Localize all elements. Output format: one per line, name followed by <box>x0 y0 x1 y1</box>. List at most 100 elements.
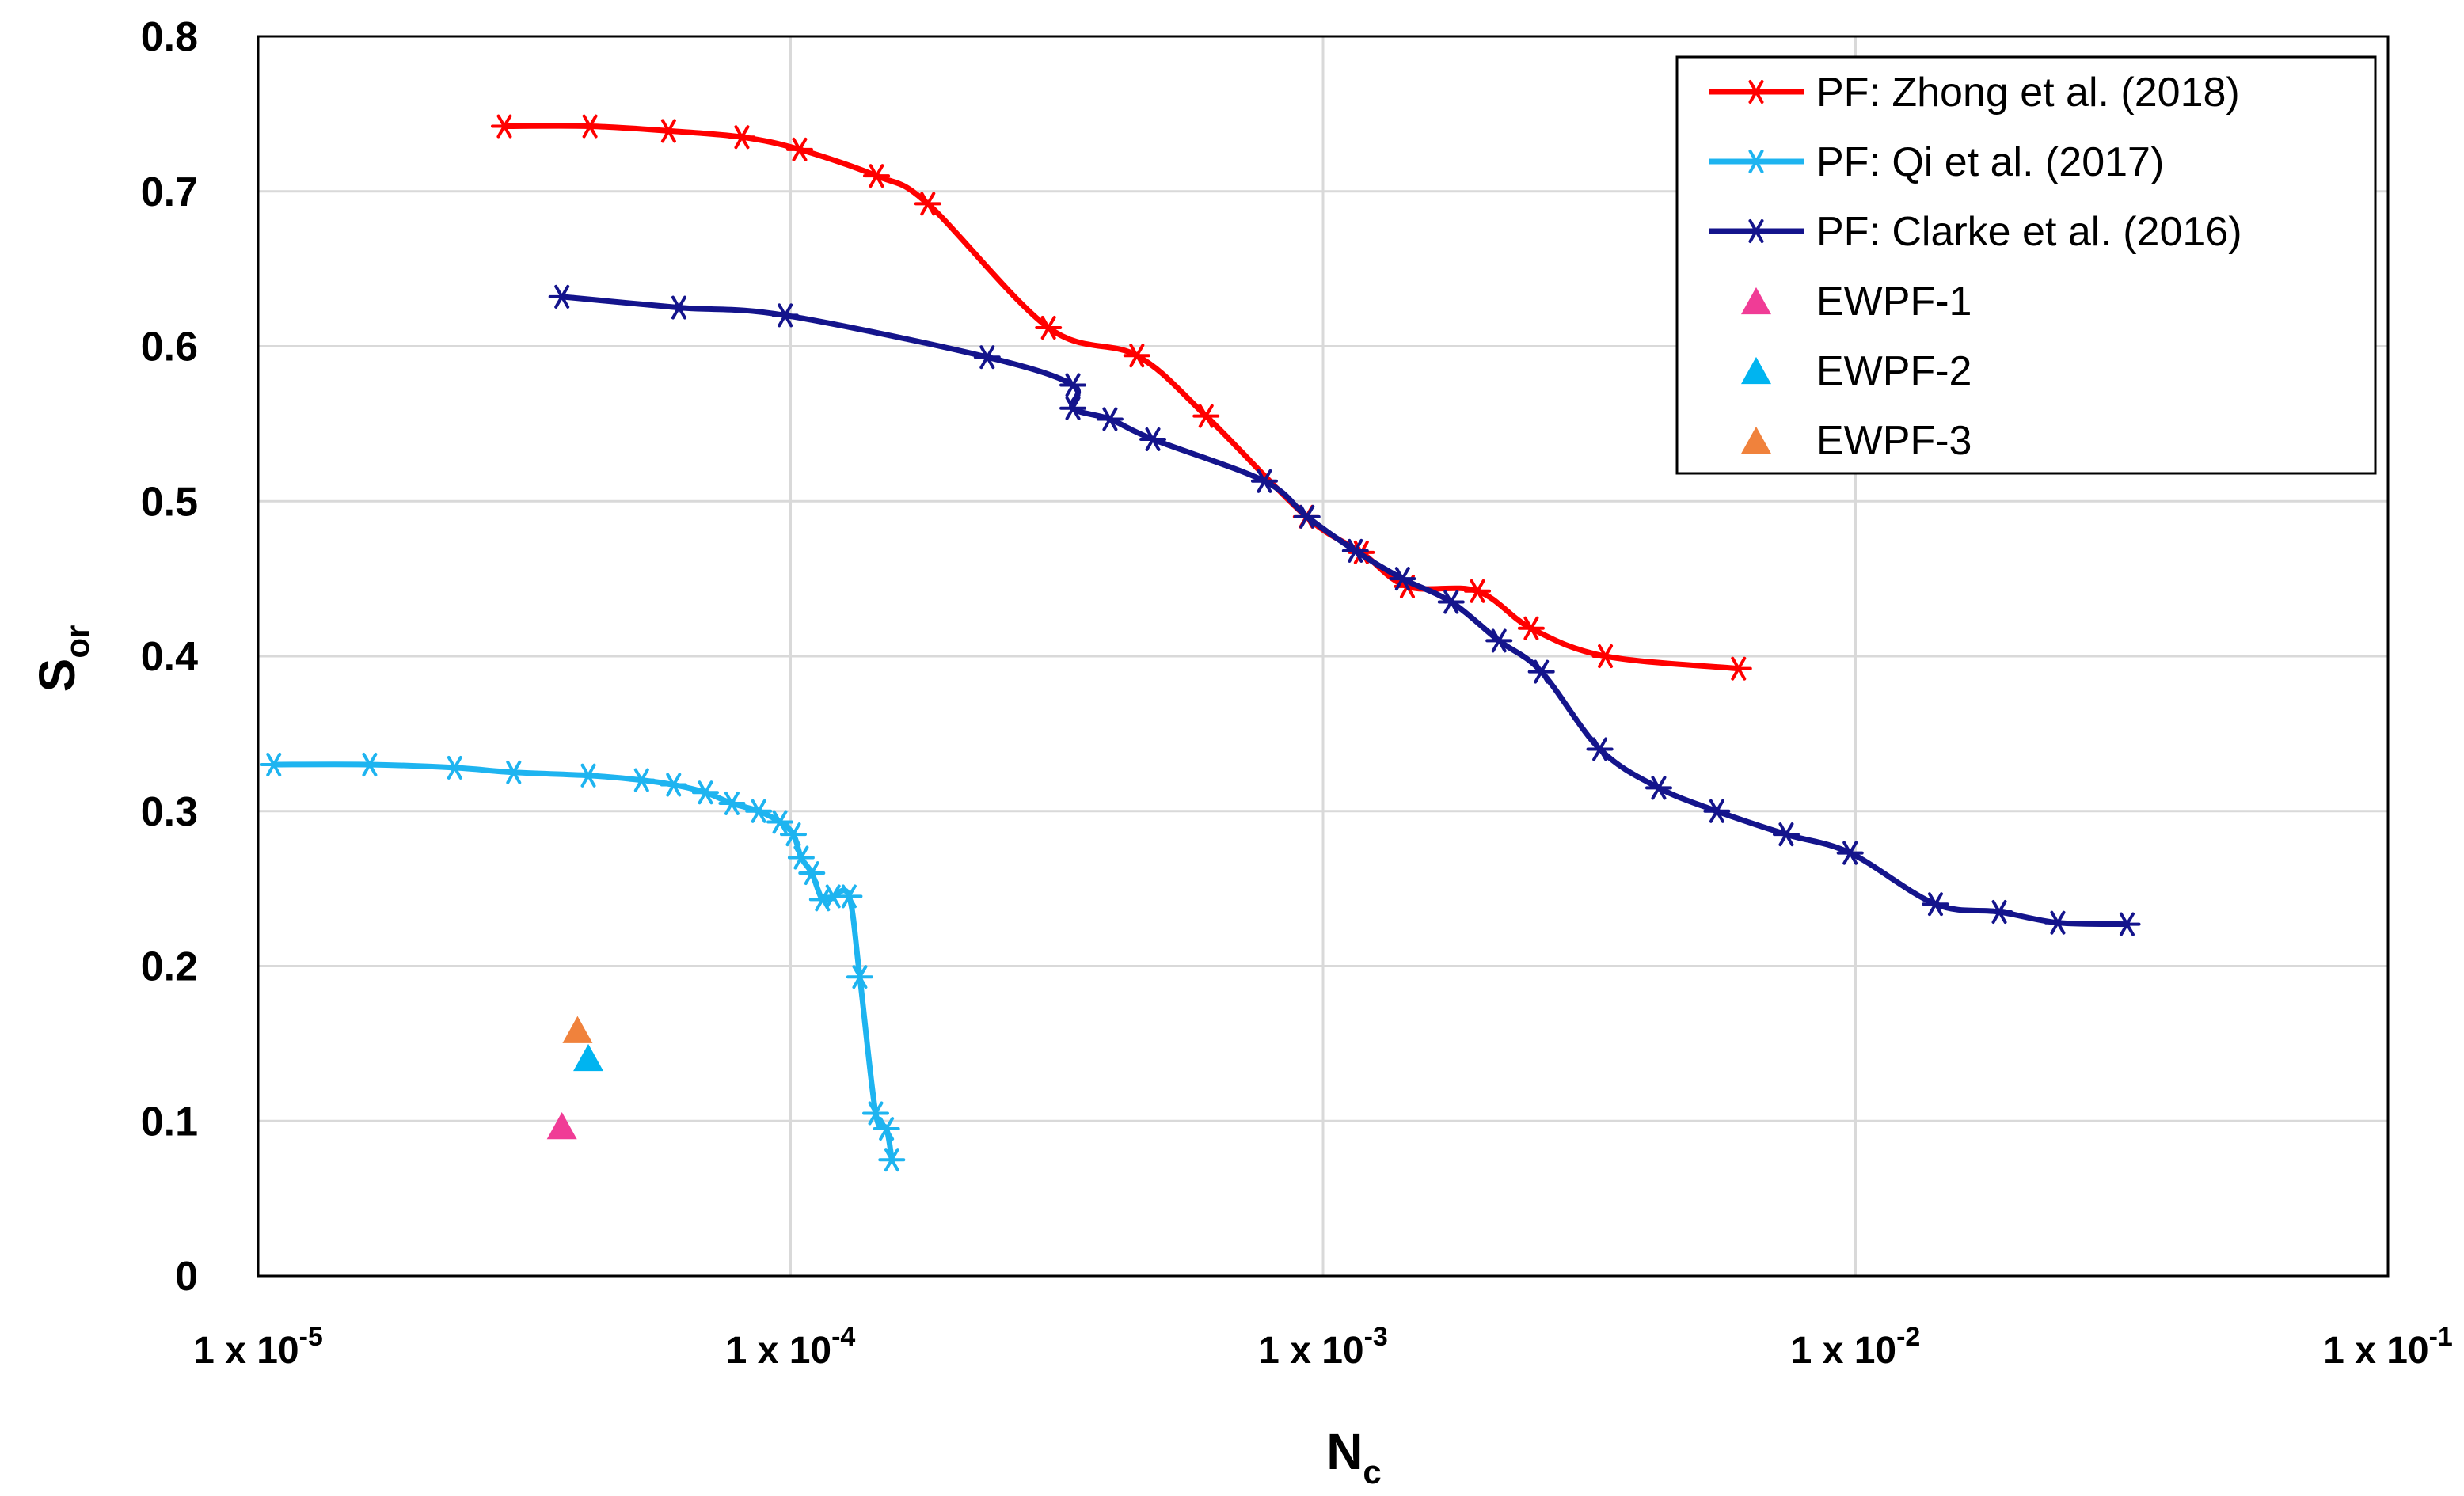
data-point <box>1836 841 1864 865</box>
data-point <box>546 1112 577 1140</box>
data-point <box>973 345 1001 370</box>
x-tick-exponent: -4 <box>831 1322 855 1352</box>
x-tick-label: 1 x 10-4 <box>726 1322 856 1372</box>
data-point <box>1123 344 1150 368</box>
data-point <box>1586 737 1614 761</box>
y-axis-title: Sor <box>29 625 96 693</box>
legend-item: EWPF-1 <box>1741 279 1972 325</box>
y-tick-label: 0.4 <box>141 634 198 680</box>
series-line <box>504 123 1740 672</box>
data-point <box>441 755 469 780</box>
data-point <box>576 114 604 139</box>
data-point <box>691 780 719 805</box>
data-point <box>655 119 683 143</box>
x-tick-label: 1 x 10-3 <box>1258 1322 1388 1372</box>
x-tick-base: 1 x 10 <box>2323 1330 2428 1372</box>
data-point <box>660 773 687 797</box>
data-point <box>1059 373 1087 397</box>
data-point <box>1724 656 1752 681</box>
data-point <box>628 768 656 792</box>
legend-item: PF: Clarke et al. (2016) <box>1709 209 2242 255</box>
x-tick-base: 1 x 10 <box>193 1330 298 1372</box>
x-tick-exponent: -5 <box>299 1322 323 1352</box>
legend-item: EWPF-3 <box>1741 418 1972 464</box>
legend-label: PF: Qi et al. (2017) <box>1816 139 2164 185</box>
legend-label: PF: Zhong et al. (2018) <box>1816 70 2240 116</box>
data-point <box>1059 396 1087 420</box>
data-point <box>562 1016 593 1043</box>
data-point <box>1703 799 1731 823</box>
y-axis-title-sub: or <box>59 625 96 659</box>
series-6 <box>562 1016 593 1043</box>
data-point <box>1341 538 1369 563</box>
legend-label: PF: Clarke et al. (2016) <box>1816 209 2242 255</box>
series-4 <box>546 1112 577 1140</box>
y-axis-ticks: 0 0.1 0.2 0.3 0.4 0.5 0.6 0.7 0.8 <box>141 14 198 1300</box>
data-point <box>798 861 826 886</box>
legend-marker <box>1743 219 1770 243</box>
y-tick-label: 0.3 <box>141 789 198 835</box>
legend-label: EWPF-1 <box>1816 279 1972 325</box>
data-point <box>1464 579 1492 603</box>
x-tick-exponent: -2 <box>1896 1322 1920 1352</box>
legend-item: EWPF-2 <box>1741 348 1972 394</box>
data-point <box>1772 822 1800 847</box>
data-point <box>779 822 807 847</box>
x-tick-label: 1 x 10-5 <box>193 1322 323 1372</box>
x-tick-exponent: -1 <box>2429 1322 2453 1352</box>
legend-marker <box>1743 80 1770 104</box>
grid-lines <box>258 36 2388 1276</box>
x-tick-exponent: -3 <box>1364 1322 1388 1352</box>
data-point <box>573 1043 604 1072</box>
y-tick-label: 0.5 <box>141 479 198 525</box>
y-tick-label: 0.8 <box>141 14 198 60</box>
data-point <box>1096 407 1124 431</box>
x-axis-title: Nc <box>1326 1423 1382 1490</box>
y-tick-label: 0.6 <box>141 325 198 370</box>
x-axis-title-main: N <box>1326 1423 1363 1480</box>
data-point <box>835 884 863 909</box>
legend-label: EWPF-3 <box>1816 418 1972 464</box>
data-point <box>1517 616 1545 640</box>
x-tick-label: 1 x 10-2 <box>1791 1322 1921 1372</box>
legend-marker <box>1743 150 1770 173</box>
data-point <box>500 760 527 784</box>
data-point <box>878 1148 906 1172</box>
data-point <box>766 810 794 834</box>
data-point <box>862 1101 890 1126</box>
x-tick-base: 1 x 10 <box>1791 1330 1896 1372</box>
x-tick-label: 1 x 10-1 <box>2323 1322 2453 1372</box>
legend-marker <box>1741 426 1771 454</box>
series <box>260 114 2141 1172</box>
data-point <box>1922 892 1949 917</box>
data-point <box>1645 776 1672 800</box>
data-point <box>1192 404 1220 428</box>
data-point <box>1035 316 1063 340</box>
y-tick-label: 0.1 <box>141 1099 198 1145</box>
y-tick-label: 0 <box>175 1254 198 1300</box>
x-tick-base: 1 x 10 <box>1258 1330 1363 1372</box>
data-point <box>260 753 287 777</box>
data-point <box>846 965 873 989</box>
data-point <box>2044 910 2071 935</box>
plot-area <box>257 35 2390 1278</box>
series-3 <box>548 284 2141 936</box>
data-point <box>1986 899 2013 924</box>
legend-label: EWPF-2 <box>1816 348 1972 394</box>
data-point <box>1389 567 1416 591</box>
series-2 <box>260 753 906 1172</box>
legend-marker <box>1741 356 1771 385</box>
data-point <box>575 763 603 788</box>
data-point <box>548 284 576 309</box>
y-axis-title-main: S <box>29 659 86 693</box>
data-point <box>1250 469 1278 493</box>
data-point <box>356 753 383 777</box>
y-tick-label: 0.7 <box>141 169 198 215</box>
legend: PF: Zhong et al. (2018) PF: Qi et al. (20… <box>1675 55 2377 475</box>
data-point <box>1591 644 1619 668</box>
data-point <box>1293 504 1321 529</box>
data-point <box>728 125 755 150</box>
data-point <box>914 192 941 216</box>
x-axis-ticks: 1 x 10-5 1 x 10-4 1 x 10-3 1 x 10-2 1 x 10-1 <box>193 1322 2453 1372</box>
